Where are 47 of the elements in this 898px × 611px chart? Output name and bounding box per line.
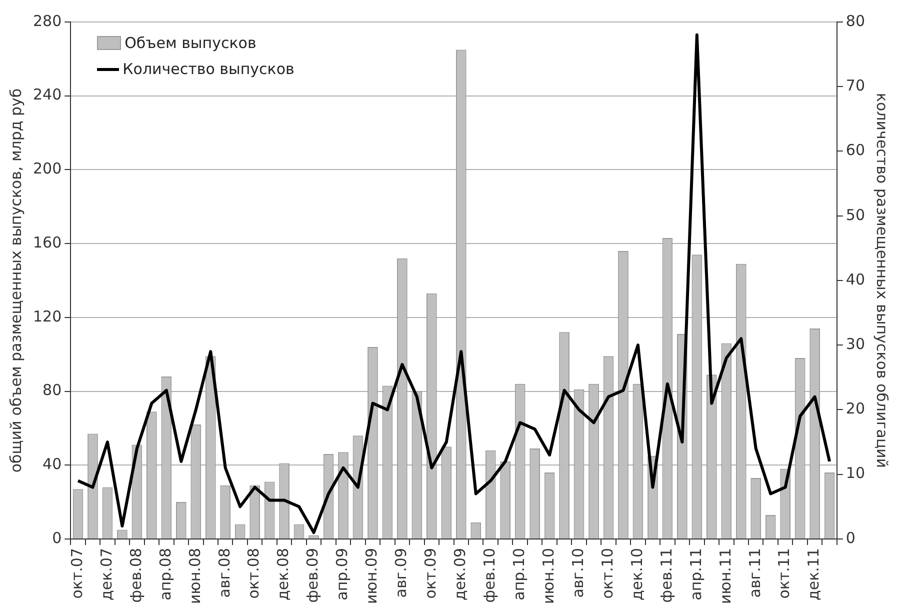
x-tick-label: фев.10: [480, 548, 499, 603]
y-tick-label: 200: [32, 160, 62, 178]
x-tick-label: апр.09: [333, 548, 352, 600]
x-tick-label: апр.10: [510, 548, 528, 600]
y2-tick-label: 60: [846, 141, 866, 160]
x-tick-label: авг.11: [746, 548, 764, 598]
x-tick-label: дек.08: [274, 548, 292, 600]
x-tick-label: апр.11: [686, 548, 705, 600]
y2-tick-label: 50: [846, 206, 866, 224]
y-tick-label: 240: [32, 86, 62, 104]
x-tick-label: авг.10: [568, 548, 587, 598]
legend-label: Количество выпусков: [122, 59, 294, 80]
x-tick-label: авг.09: [392, 548, 410, 598]
x-tick-label: дек.10: [628, 548, 646, 600]
x-tick-label: апр.08: [156, 548, 174, 600]
y2-tick-label: 20: [846, 400, 866, 418]
y2-tick-label: 40: [846, 270, 866, 288]
x-tick-label: июн.10: [539, 548, 558, 604]
x-tick-label: дек.09: [451, 548, 470, 600]
x-tick-label: фев.08: [126, 548, 145, 603]
x-tick-label: окт.09: [422, 548, 440, 599]
y-tick-label: 160: [32, 233, 62, 252]
y-tick-label: 80: [42, 381, 62, 400]
x-tick-label: авг.08: [215, 548, 234, 598]
y2-tick-label: 70: [846, 76, 866, 95]
y-tick-label: 0: [52, 528, 62, 547]
x-tick-label: окт.08: [244, 548, 263, 599]
y2-tick-label: 10: [846, 464, 866, 482]
y2-tick-label: 0: [846, 528, 856, 547]
y-tick-label: 40: [42, 455, 62, 473]
x-tick-label: июн.09: [362, 548, 381, 604]
legend-label: Объем выпусков: [124, 33, 256, 54]
y-tick-label: 280: [32, 12, 62, 30]
x-tick-label: окт.07: [68, 548, 86, 599]
x-tick-label: окт.11: [775, 548, 794, 599]
x-tick-label: фев.11: [657, 548, 676, 603]
x-tick-label: дек.11: [804, 548, 823, 600]
x-tick-label: июн.08: [186, 548, 204, 604]
x-tick-label: июн.11: [716, 548, 734, 604]
x-tick-label: окт.10: [598, 548, 616, 599]
x-tick-label: фев.09: [304, 548, 322, 603]
y2-tick-label: 80: [846, 12, 866, 30]
y-tick-label: 120: [32, 307, 62, 326]
y2-axis-title: количество размещенных выпусков облигаций: [873, 92, 892, 468]
x-tick-label: дек.07: [97, 548, 116, 600]
y-axis-title: общий объем размещенных выпусков, млрд руб: [6, 88, 25, 473]
y2-tick-label: 30: [846, 334, 866, 353]
